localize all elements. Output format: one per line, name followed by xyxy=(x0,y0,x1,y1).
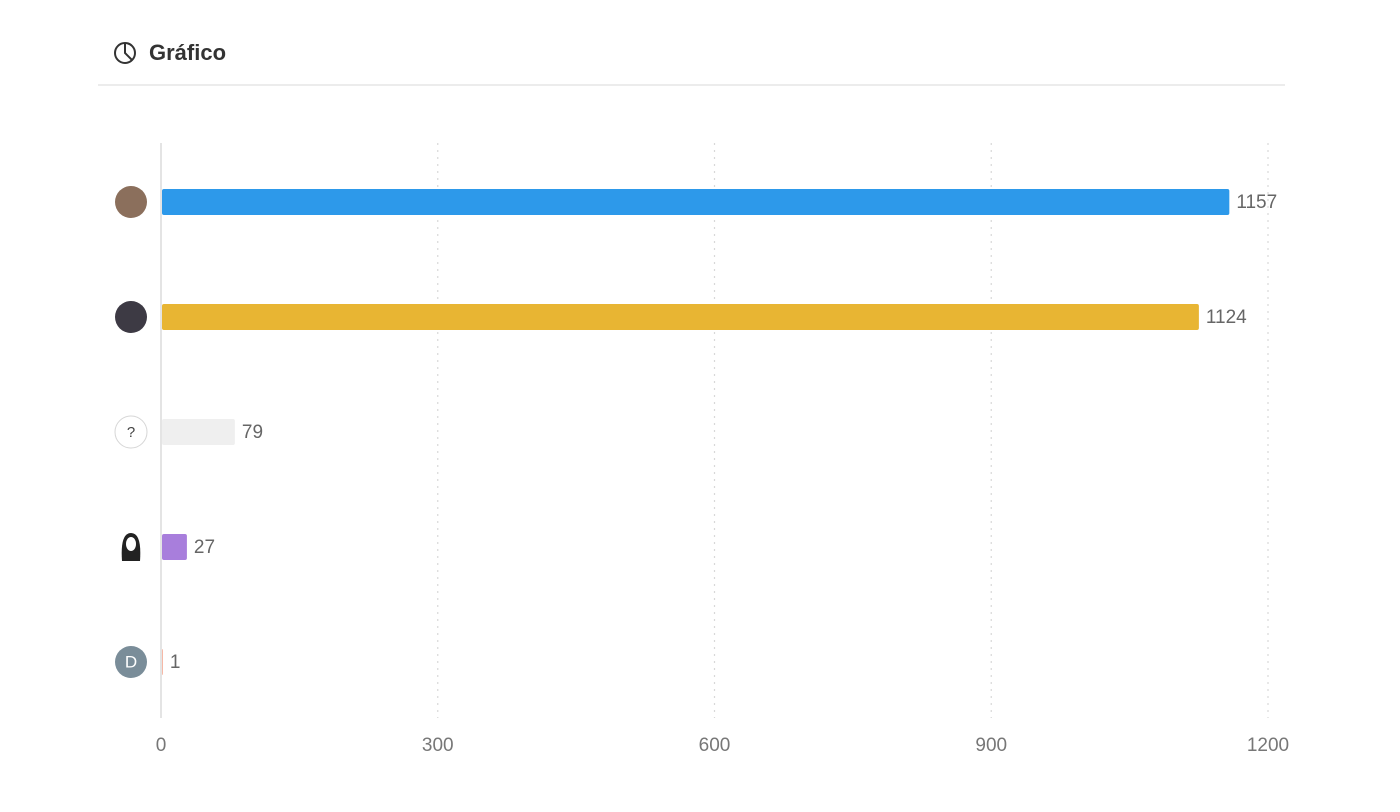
chart-title: Gráfico xyxy=(149,40,226,65)
bar xyxy=(162,304,1199,330)
bar xyxy=(162,419,235,445)
x-tick-label: 600 xyxy=(699,735,731,756)
value-label: 27 xyxy=(194,537,215,558)
avatar xyxy=(115,301,147,333)
value-label: 79 xyxy=(242,422,263,443)
x-tick-label: 900 xyxy=(975,735,1007,756)
avatar xyxy=(115,186,147,218)
x-tick-label: 0 xyxy=(156,735,167,756)
avatar xyxy=(115,646,147,678)
avatar-face xyxy=(126,537,136,551)
x-tick-label: 1200 xyxy=(1247,735,1289,756)
avatar xyxy=(114,415,148,449)
avatar-label: D xyxy=(125,652,137,671)
bar xyxy=(162,189,1230,215)
value-label: 1157 xyxy=(1236,192,1277,213)
bar xyxy=(162,534,187,560)
value-label: 1 xyxy=(170,652,181,673)
value-label: 1124 xyxy=(1206,307,1247,328)
bar xyxy=(162,649,163,675)
chart-icon xyxy=(114,42,136,64)
avatar-label: ? xyxy=(127,424,135,441)
x-tick-label: 300 xyxy=(422,735,454,756)
